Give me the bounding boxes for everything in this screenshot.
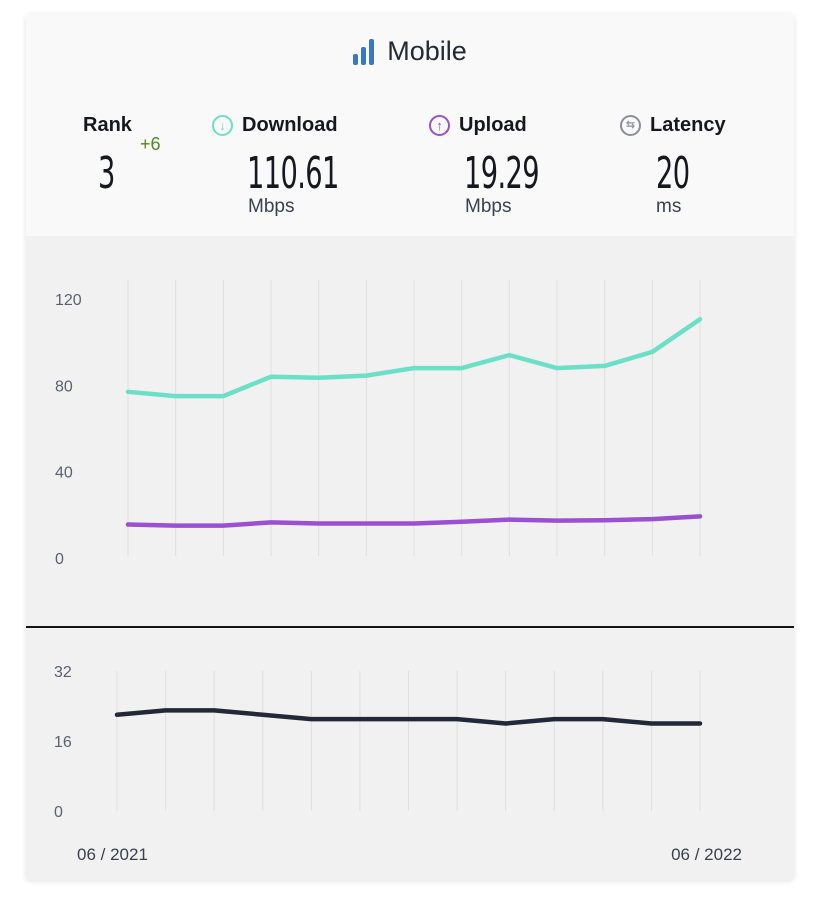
latency-icon: ⇆	[620, 114, 641, 136]
page-title: Mobile	[387, 36, 467, 66]
rank-metric: Rank 3	[83, 112, 132, 200]
rank-label: Rank	[83, 113, 132, 136]
x-start-label: 06 / 2021	[77, 845, 148, 864]
speed-chart: 0 40 80 120	[55, 280, 703, 568]
download-metric: ↓ Download 110.61 Mbps	[212, 112, 339, 217]
latency-metric: ⇆ Latency 20 ms	[620, 112, 726, 217]
upload-metric: ↑ Upload 19.29 Mbps	[429, 112, 540, 217]
rank-value: 3	[98, 148, 115, 199]
y-tick-label: 0	[55, 551, 64, 568]
y-tick-label: 0	[54, 804, 63, 821]
bar-chart-icon	[353, 38, 377, 65]
download-value: 110.61	[247, 148, 339, 199]
arrow-down-circle-icon: ↓	[212, 114, 233, 136]
upload-value: 19.29	[464, 148, 540, 199]
y-tick-label: 80	[55, 378, 73, 395]
download-unit: Mbps	[248, 196, 295, 217]
latency-unit: ms	[656, 196, 682, 217]
card-header: Mobile Rank 3 +6 ↓ Download 110.61 Mbps …	[26, 14, 794, 236]
y-tick-label: 32	[54, 664, 72, 681]
latency-chart: 0 16 32 06 / 2021 06 / 2022	[54, 664, 742, 864]
latency-value: 20	[656, 148, 690, 199]
download-label: Download	[242, 113, 338, 136]
y-tick-label: 120	[55, 292, 82, 309]
rank-change-badge: +6	[140, 134, 161, 154]
x-end-label: 06 / 2022	[671, 845, 742, 864]
upload-unit: Mbps	[465, 196, 512, 217]
latency-label: Latency	[650, 113, 726, 136]
upload-label: Upload	[459, 113, 527, 136]
arrow-up-circle-icon: ↑	[429, 114, 450, 136]
chart-area: 0 40 80 120 0 16 32 06 / 2021 06 / 2022	[26, 236, 794, 880]
chart-divider	[26, 626, 794, 628]
y-tick-label: 40	[55, 465, 73, 482]
mobile-speed-card: Mobile Rank 3 +6 ↓ Download 110.61 Mbps …	[26, 14, 794, 880]
card-title: Mobile	[26, 36, 794, 67]
y-tick-label: 16	[54, 734, 72, 751]
